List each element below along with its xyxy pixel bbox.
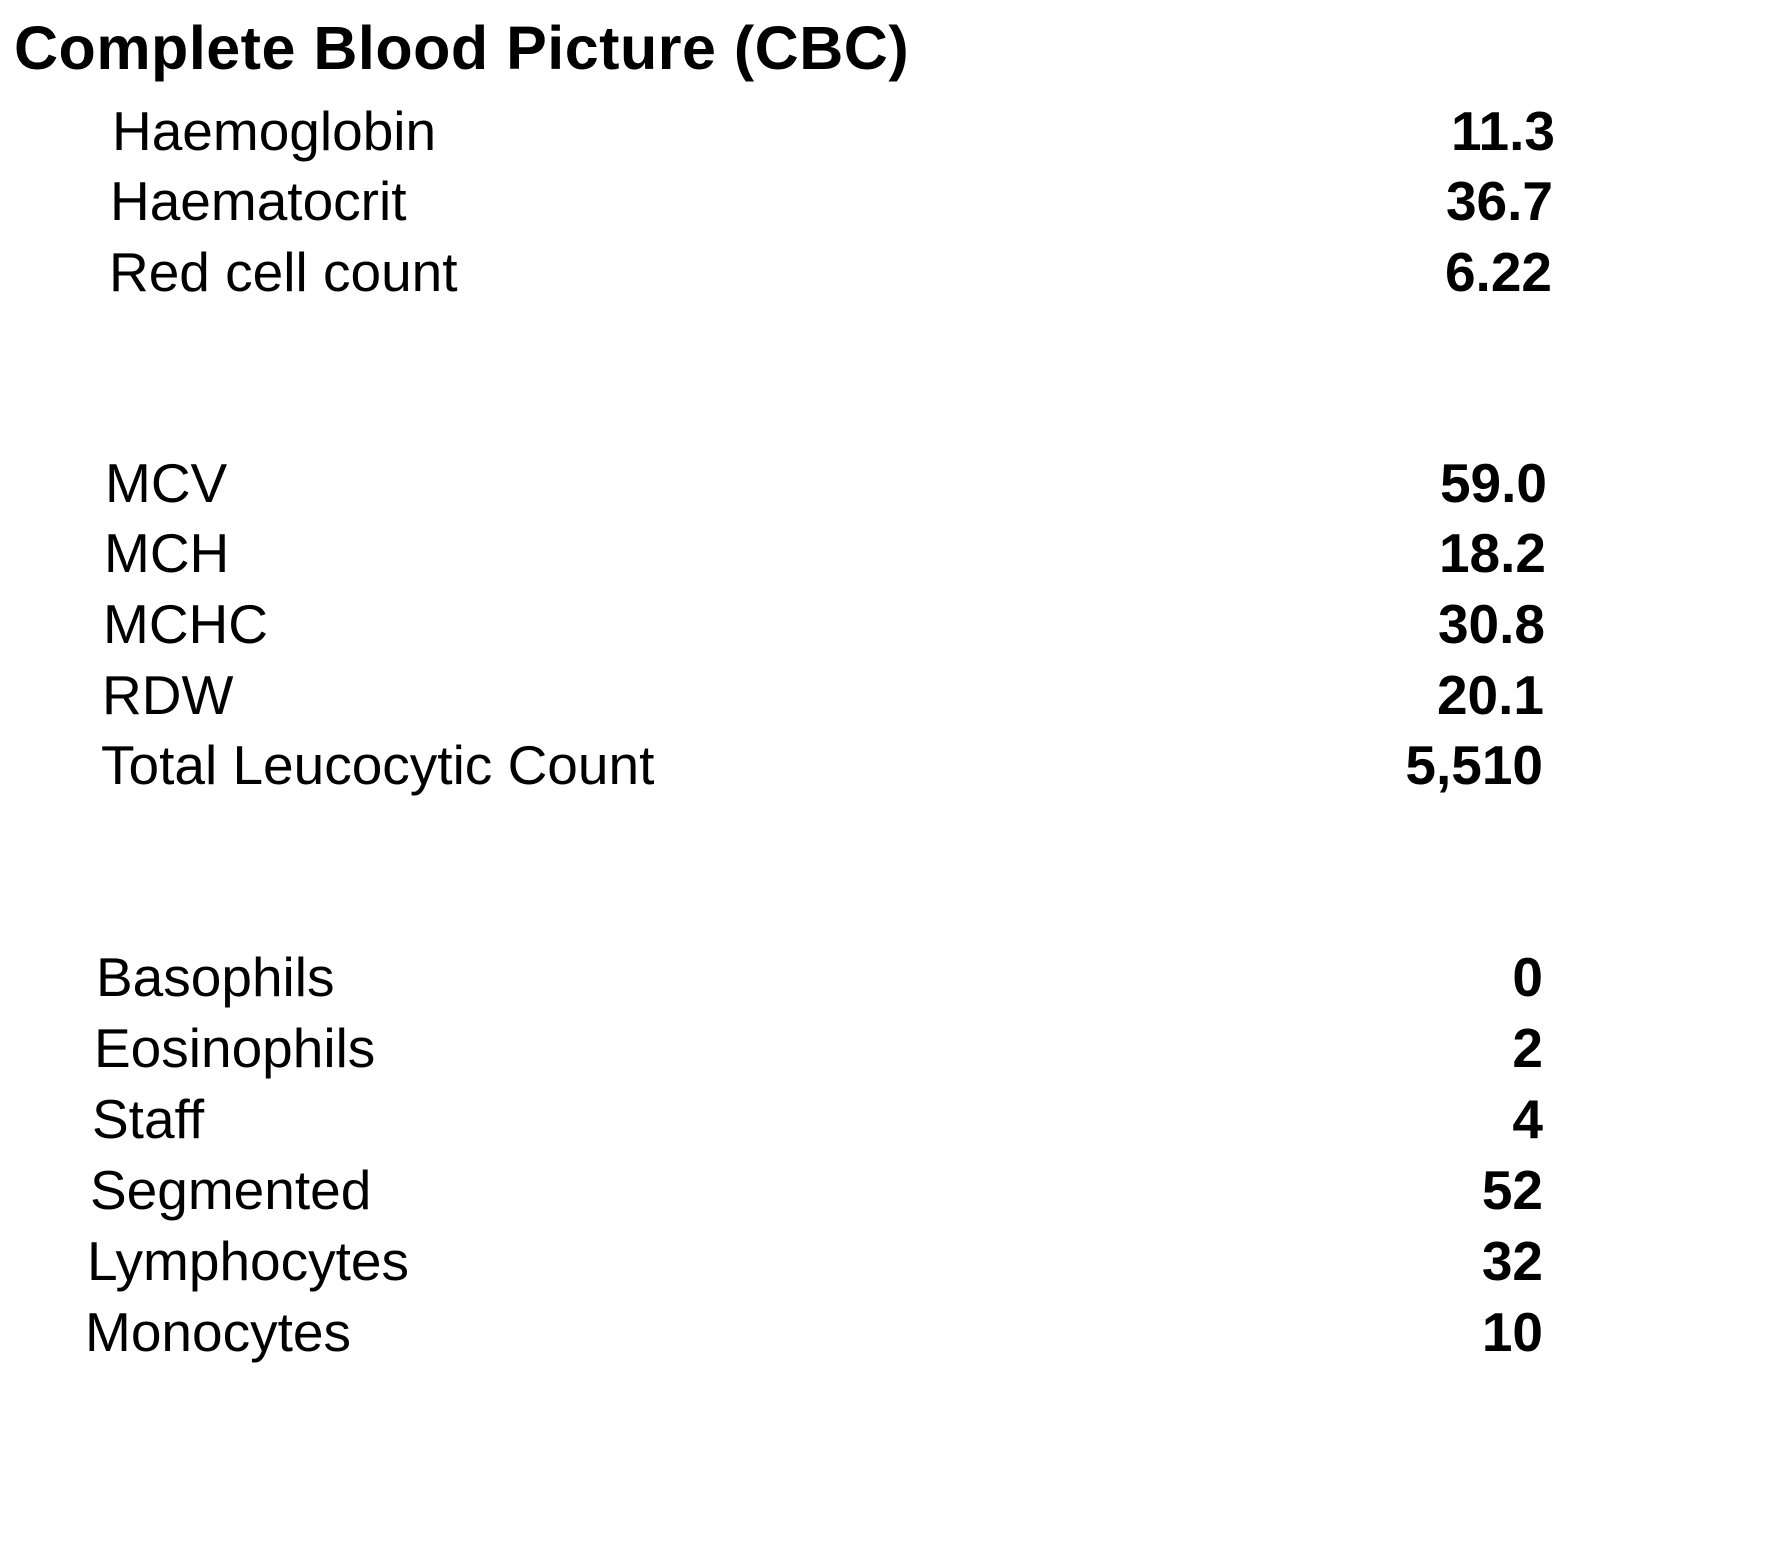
result-label: MCV — [105, 452, 228, 514]
result-row-segmented: Segmented 52 — [90, 1163, 1543, 1233]
result-label: MCHC — [103, 593, 268, 655]
result-label: Monocytes — [85, 1301, 351, 1363]
result-row-eosinophils: Eosinophils 2 — [94, 1021, 1543, 1091]
report-title: Complete Blood Picture (CBC) — [14, 14, 910, 82]
result-value: 11.3 — [1450, 100, 1555, 162]
result-value: 32 — [1481, 1230, 1543, 1292]
result-value: 10 — [1481, 1301, 1543, 1363]
result-row-staff: Staff 4 — [92, 1092, 1543, 1162]
result-value: 36.7 — [1445, 170, 1553, 232]
result-label: Basophils — [96, 946, 335, 1008]
result-value: 5,510 — [1405, 734, 1543, 796]
result-row-haemoglobin: Haemoglobin 11.3 — [112, 104, 1555, 174]
result-label: Eosinophils — [94, 1017, 376, 1079]
result-label: RDW — [102, 664, 234, 726]
result-label: Red cell count — [109, 241, 458, 303]
result-value: 30.8 — [1437, 593, 1545, 655]
result-row-red-cell-count: Red cell count 6.22 — [109, 245, 1552, 315]
result-row-basophils: Basophils 0 — [96, 950, 1543, 1020]
result-row-total-leucocytic-count: Total Leucocytic Count 5,510 — [101, 738, 1543, 808]
result-value: 59.0 — [1439, 452, 1547, 514]
result-label: Lymphocytes — [87, 1230, 409, 1292]
result-row-rdw: RDW 20.1 — [102, 668, 1544, 738]
result-value: 18.2 — [1438, 522, 1546, 584]
result-label: Staff — [92, 1088, 205, 1150]
result-value: 4 — [1512, 1088, 1543, 1150]
result-label: Segmented — [90, 1159, 372, 1221]
result-row-mchc: MCHC 30.8 — [103, 597, 1545, 667]
result-label: MCH — [104, 522, 230, 584]
result-value: 6.22 — [1444, 241, 1552, 303]
result-label: Haematocrit — [110, 170, 407, 232]
result-value: 2 — [1512, 1017, 1543, 1079]
result-label: Total Leucocytic Count — [101, 734, 655, 796]
result-row-mch: MCH 18.2 — [104, 526, 1546, 596]
result-value: 20.1 — [1436, 664, 1544, 726]
result-row-mcv: MCV 59.0 — [105, 456, 1547, 526]
result-row-haematocrit: Haematocrit 36.7 — [110, 174, 1553, 244]
result-label: Haemoglobin — [112, 100, 437, 162]
result-value: 0 — [1512, 946, 1543, 1008]
result-row-monocytes: Monocytes 10 — [85, 1305, 1543, 1375]
result-value: 52 — [1481, 1159, 1543, 1221]
result-row-lymphocytes: Lymphocytes 32 — [87, 1234, 1543, 1304]
